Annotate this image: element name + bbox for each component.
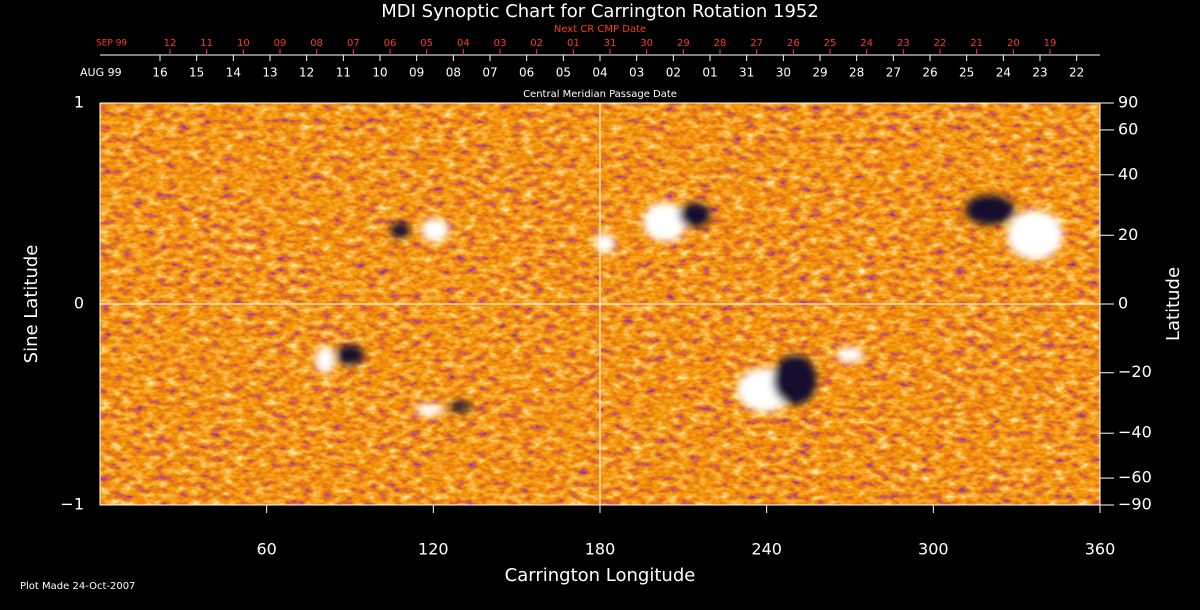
- date-tick-label: 13: [262, 66, 277, 80]
- active-regions: [315, 195, 1063, 416]
- date-tick-label: 07: [347, 38, 360, 49]
- y-tick-label: −1: [60, 495, 84, 514]
- y2-tick-label: 90: [1118, 93, 1138, 112]
- date-axis-start: SEP 99: [96, 39, 127, 49]
- date-tick-label: 01: [567, 38, 580, 49]
- date-tick-label: 11: [200, 38, 213, 49]
- date-tick-label: 06: [519, 66, 534, 80]
- date-tick-label: 20: [1007, 38, 1020, 49]
- date-tick-label: 02: [666, 66, 681, 80]
- date-tick-label: 12: [299, 66, 314, 80]
- date-tick-label: 30: [776, 66, 791, 80]
- date-tick-label: 09: [409, 66, 424, 80]
- date-tick-label: 06: [384, 38, 397, 49]
- date-tick-label: 28: [849, 66, 864, 80]
- x-tick-label: 240: [751, 540, 782, 559]
- y2-tick-label: 0: [1118, 294, 1128, 313]
- date-tick-label: 12: [164, 38, 177, 49]
- date-tick-label: 29: [677, 38, 690, 49]
- date-tick-label: 10: [372, 66, 387, 80]
- date-tick-label: 04: [592, 66, 607, 80]
- date-tick-label: 22: [934, 38, 947, 49]
- y2-tick-label: −60: [1118, 468, 1152, 487]
- date-tick-label: 09: [274, 38, 287, 49]
- date-tick-label: 08: [310, 38, 323, 49]
- date-tick-label: 03: [494, 38, 507, 49]
- date-tick-label: 16: [152, 66, 167, 80]
- date-axis-start: AUG 99: [80, 66, 122, 79]
- date-axis-title: Central Meridian Passage Date: [523, 89, 677, 100]
- chart-title: MDI Synoptic Chart for Carrington Rotati…: [381, 1, 819, 22]
- x-tick-label: 60: [256, 540, 276, 559]
- y-tick-label: 0: [74, 294, 84, 313]
- x-tick-label: 180: [585, 540, 616, 559]
- date-tick-label: 25: [824, 38, 837, 49]
- x-axis-label: Carrington Longitude: [505, 565, 696, 586]
- date-axis-title: Next CR CMP Date: [554, 24, 646, 35]
- date-tick-label: 05: [556, 66, 571, 80]
- y2-tick-label: 40: [1118, 164, 1138, 183]
- date-tick-label: 05: [420, 38, 433, 49]
- date-tick-label: 23: [897, 38, 910, 49]
- y2-tick-label: −40: [1118, 423, 1152, 442]
- date-tick-label: 11: [336, 66, 351, 80]
- date-tick-label: 07: [482, 66, 497, 80]
- date-tick-label: 25: [959, 66, 974, 80]
- date-tick-label: 08: [446, 66, 461, 80]
- date-tick-label: 04: [457, 38, 470, 49]
- date-tick-label: 24: [996, 66, 1011, 80]
- y2-tick-label: 60: [1118, 119, 1138, 138]
- y-axis-label: Sine Latitude: [21, 245, 42, 364]
- date-tick-label: 01: [702, 66, 717, 80]
- date-tick-label: 28: [714, 38, 727, 49]
- date-tick-label: 27: [750, 38, 763, 49]
- date-tick-label: 14: [226, 66, 241, 80]
- date-tick-label: 30: [640, 38, 653, 49]
- date-tick-label: 26: [922, 66, 937, 80]
- x-tick-label: 360: [1085, 540, 1116, 559]
- footnote: Plot Made 24-Oct-2007: [20, 581, 135, 592]
- y2-tick-label: −90: [1118, 495, 1152, 514]
- date-tick-label: 31: [739, 66, 754, 80]
- date-tick-label: 02: [530, 38, 543, 49]
- date-tick-label: 15: [189, 66, 204, 80]
- date-tick-label: 24: [860, 38, 873, 49]
- y2-tick-label: 20: [1118, 225, 1138, 244]
- date-tick-label: 19: [1044, 38, 1057, 49]
- date-tick-label: 26: [787, 38, 800, 49]
- date-tick-label: 10: [237, 38, 250, 49]
- x-tick-label: 120: [418, 540, 449, 559]
- x-tick-label: 300: [918, 540, 949, 559]
- date-tick-label: 27: [886, 66, 901, 80]
- date-tick-label: 29: [812, 66, 827, 80]
- date-tick-label: 22: [1069, 66, 1084, 80]
- y2-tick-label: −20: [1118, 362, 1152, 381]
- date-tick-label: 23: [1032, 66, 1047, 80]
- y-tick-label: 1: [74, 93, 84, 112]
- date-tick-label: 21: [970, 38, 983, 49]
- date-tick-label: 03: [629, 66, 644, 80]
- y2-axis-label: Latitude: [1163, 267, 1184, 341]
- date-tick-label: 31: [604, 38, 617, 49]
